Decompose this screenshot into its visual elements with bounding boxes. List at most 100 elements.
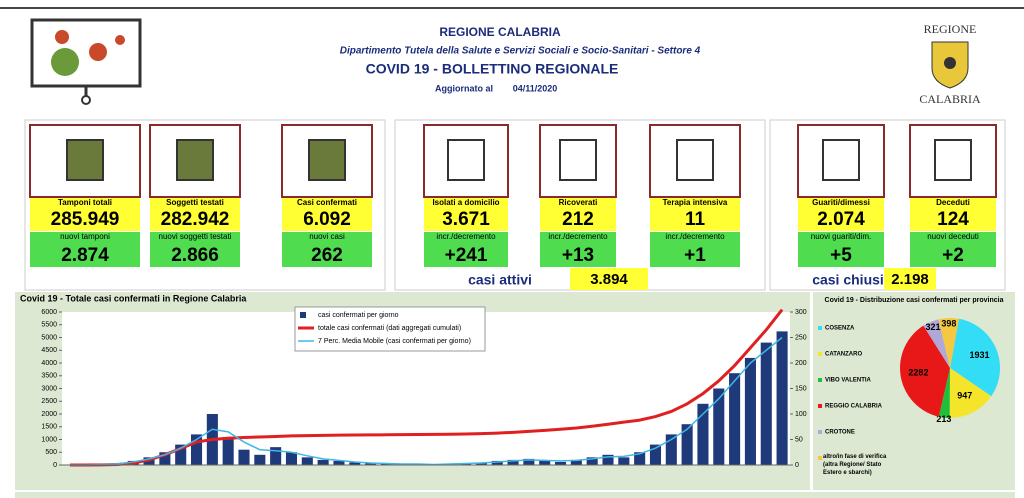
next-panel [15,492,1015,498]
logo-top: REGIONE [924,22,977,36]
icon-shape [176,139,214,181]
legend-key [818,326,822,330]
legend-label: 7 Perc. Media Mobile (casi confermati pe… [318,338,471,345]
card-value: 285.949 [51,209,120,230]
card-label: Guariti/dimessi [812,198,870,207]
bar [697,403,709,465]
bar [776,331,788,465]
closed-box [884,268,936,290]
y-tick-label: 6000 [41,309,57,316]
bar [729,373,741,465]
bar [760,342,772,465]
value-bg [910,207,996,231]
bar [586,457,598,465]
card-label: Isolati a domicilio [432,198,499,207]
slice-label: 2282 [908,368,928,378]
legend-key [818,404,822,408]
slice-label: 947 [957,391,972,401]
y-tick-label: 2000 [41,411,57,418]
y2-tick-label: 250 [795,334,807,341]
sublabel-bg [30,232,140,242]
bar [349,462,361,465]
card-value: 6.092 [303,209,351,230]
value-bg [150,207,240,231]
subvalue-bg [910,242,996,267]
card-value: 2.074 [817,209,865,230]
bar [365,463,377,465]
bar [475,462,487,465]
pie-title: Covid 19 - Distribuzione casi confermati… [825,297,1004,304]
icon-shape [66,139,104,181]
icon-shape [447,139,485,181]
sublabel-bg [798,232,884,242]
bar [254,454,266,465]
y-tick-label: 3000 [41,385,57,392]
value-bg [650,207,740,231]
closed-value: 2.198 [891,271,929,288]
group-frame [24,119,386,291]
subvalue-bg [540,242,616,267]
pie-slice [949,368,992,418]
card-value: 124 [937,209,969,230]
card-subvalue: +13 [562,245,594,266]
bar [460,463,472,465]
bar [175,444,187,465]
legend-label: REGGIO CALABRIA [825,404,883,410]
bar [159,452,171,465]
bar [570,459,582,465]
pie-slice [950,318,1001,397]
card-subvalue: +1 [684,245,706,266]
pie-slice [938,317,959,368]
icon-shape [308,139,346,181]
logo [931,41,969,89]
bar [665,434,677,465]
card-sublabel: nuovi deceduti [927,232,979,241]
card-label: Soggetti testati [166,198,224,207]
y-tick-label: 5000 [41,334,57,341]
pie-slice [938,368,950,418]
bar [618,457,630,465]
card-subvalue: 2.866 [171,245,219,266]
pie-slice [899,325,950,417]
bar [713,388,725,465]
legend-label: totale casi confermati (dati aggregati c… [318,325,461,332]
card-value: 212 [562,209,594,230]
bar [507,459,519,465]
subvalue-bg [424,242,508,267]
region: REGIONE CALABRIA [439,25,561,39]
active-box [570,268,648,290]
y-tick-label: 5500 [41,322,57,329]
updated-label: Aggiornato al [435,83,493,93]
slice-label: 398 [941,318,956,328]
header-illustration [30,18,142,105]
bar [554,461,567,465]
bar [539,460,551,465]
subvalue-bg [150,242,240,267]
y-tick-label: 0 [53,462,57,469]
value-bg [798,207,884,231]
bar [333,460,345,465]
legend-label: casi confermati per giorno [318,312,399,319]
bar [285,452,298,465]
y2-tick-label: 100 [795,411,807,418]
y2-tick-label: 200 [795,360,807,367]
legend-label: CATANZARO [825,352,862,358]
legend-key [300,312,306,318]
bar [649,444,662,465]
card-label: Ricoverati [559,198,598,207]
value-bg [30,207,140,231]
label-bg [910,198,996,207]
active-value: 3.894 [590,271,628,288]
card-subvalue: +241 [445,245,488,266]
legend-key [818,430,822,434]
slice-label: 1931 [970,350,990,360]
card-sublabel: incr./decremento [436,232,496,241]
bar [602,454,614,465]
bar [301,457,313,465]
bar [238,449,250,465]
y-tick-label: 1500 [41,424,57,431]
bar [681,424,693,465]
card-label: Casi confermati [297,198,357,207]
legend-key [818,352,822,356]
card-subvalue: +5 [830,245,852,266]
